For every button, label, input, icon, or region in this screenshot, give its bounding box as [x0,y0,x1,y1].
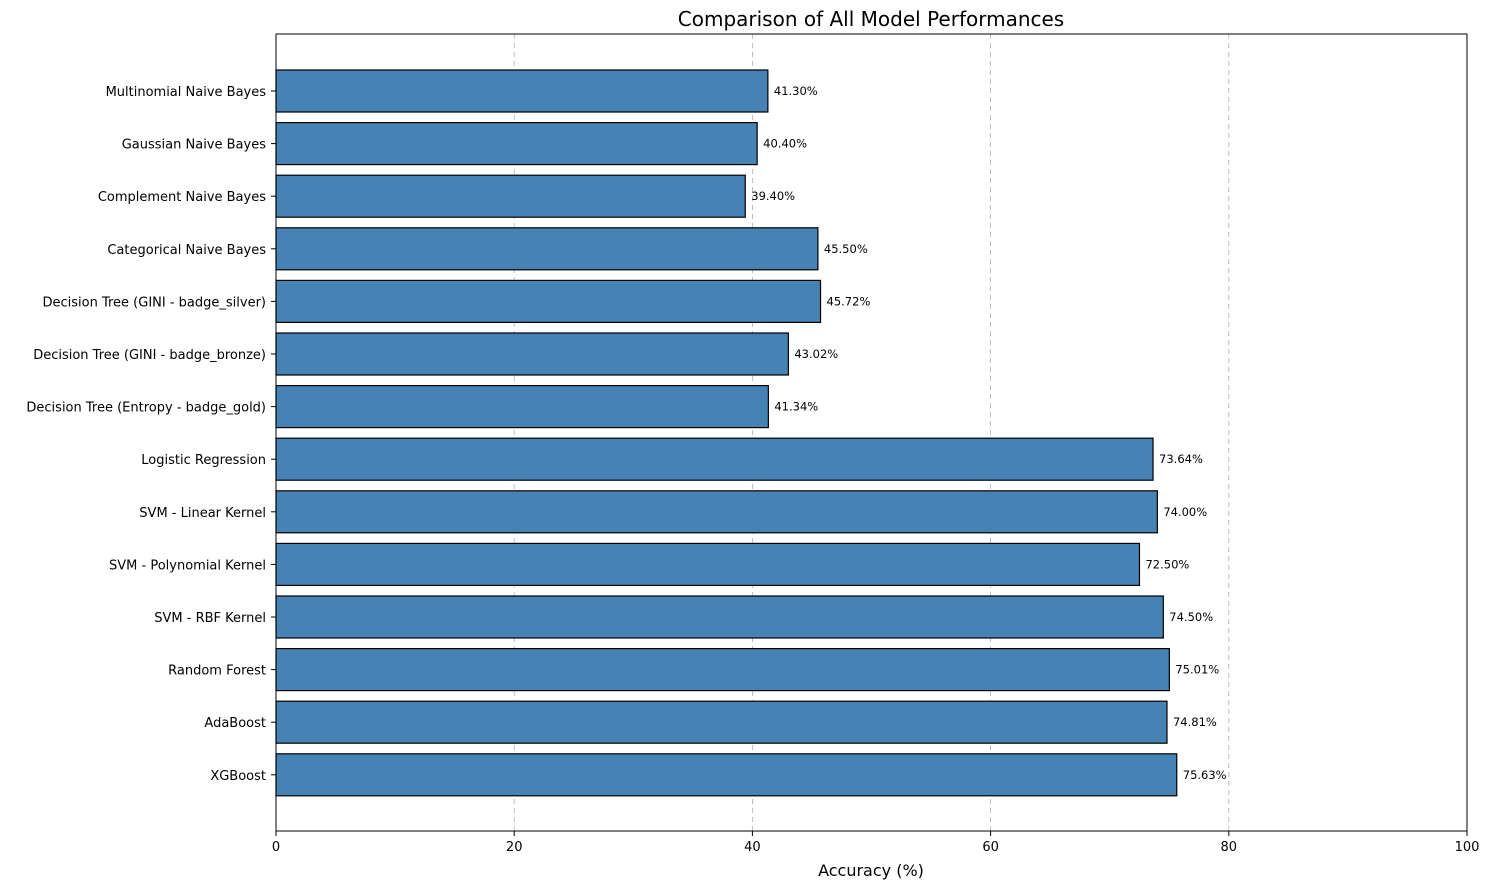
category-label: Logistic Regression [141,453,266,468]
category-label: Decision Tree (GINI - badge_silver) [42,295,266,310]
bar [275,121,758,166]
plot-frame [275,33,1468,832]
category-label: Decision Tree (Entropy - badge_gold) [26,401,266,416]
data-label: 74.50% [1169,610,1213,624]
bar [275,385,769,429]
data-labels: 41.30% 40.40% 39.40% 45.50% 45.72% 43.02% 41.3… [751,84,1226,782]
data-label: 45.72% [827,294,871,308]
bar [275,753,1178,797]
category-label: AdaBoost [204,716,266,731]
bar [275,490,1158,534]
category-label: SVM - Polynomial Kernel [109,558,266,573]
category-label: Categorical Naive Bayes [107,243,266,258]
x-tick-label: 60 [982,840,999,855]
data-label: 75.01% [1175,663,1219,677]
bar [275,332,789,376]
x-axis-label: Accuracy (%) [818,861,924,880]
x-tick-label: 0 [272,840,280,855]
category-label: SVM - RBF Kernel [154,611,266,626]
data-label: 74.81% [1173,715,1217,729]
category-label: Random Forest [168,664,266,679]
data-label: 74.00% [1163,505,1207,519]
bar [275,69,769,113]
bar [275,437,1154,481]
data-label: 72.50% [1145,557,1189,571]
bar [275,700,1168,744]
bar [275,227,819,271]
data-label: 73.64% [1159,452,1203,466]
x-tick-label: 100 [1455,840,1480,855]
category-label: SVM - Linear Kernel [139,506,266,521]
x-tick-label: 80 [1221,840,1238,855]
category-label: XGBoost [210,769,266,784]
data-label: 41.30% [774,84,818,98]
bar [275,647,1170,692]
category-label: Gaussian Naive Bayes [122,138,266,153]
data-label: 75.63% [1183,768,1227,782]
data-label: 39.40% [751,189,795,203]
bar [275,542,1141,587]
x-tick-label: 20 [506,840,523,855]
bar [275,595,1164,639]
x-ticks: 0 20 40 60 80 100 [272,831,1480,855]
data-label: 43.02% [794,347,838,361]
category-label: Multinomial Naive Bayes [106,85,267,100]
grid-lines [513,34,1230,831]
category-labels: Multinomial Naive Bayes Gaussian Naive Ba… [26,85,276,784]
bar [275,174,746,218]
x-tick-label: 40 [744,840,761,855]
category-label: Complement Naive Bayes [98,190,266,205]
category-label: Decision Tree (GINI - badge_bronze) [33,348,266,363]
bar [275,279,822,323]
data-label: 41.34% [774,400,818,414]
bars [275,69,1178,797]
chart-title: Comparison of All Model Performances [678,7,1064,31]
data-label: 45.50% [824,242,868,256]
data-label: 40.40% [763,137,807,151]
